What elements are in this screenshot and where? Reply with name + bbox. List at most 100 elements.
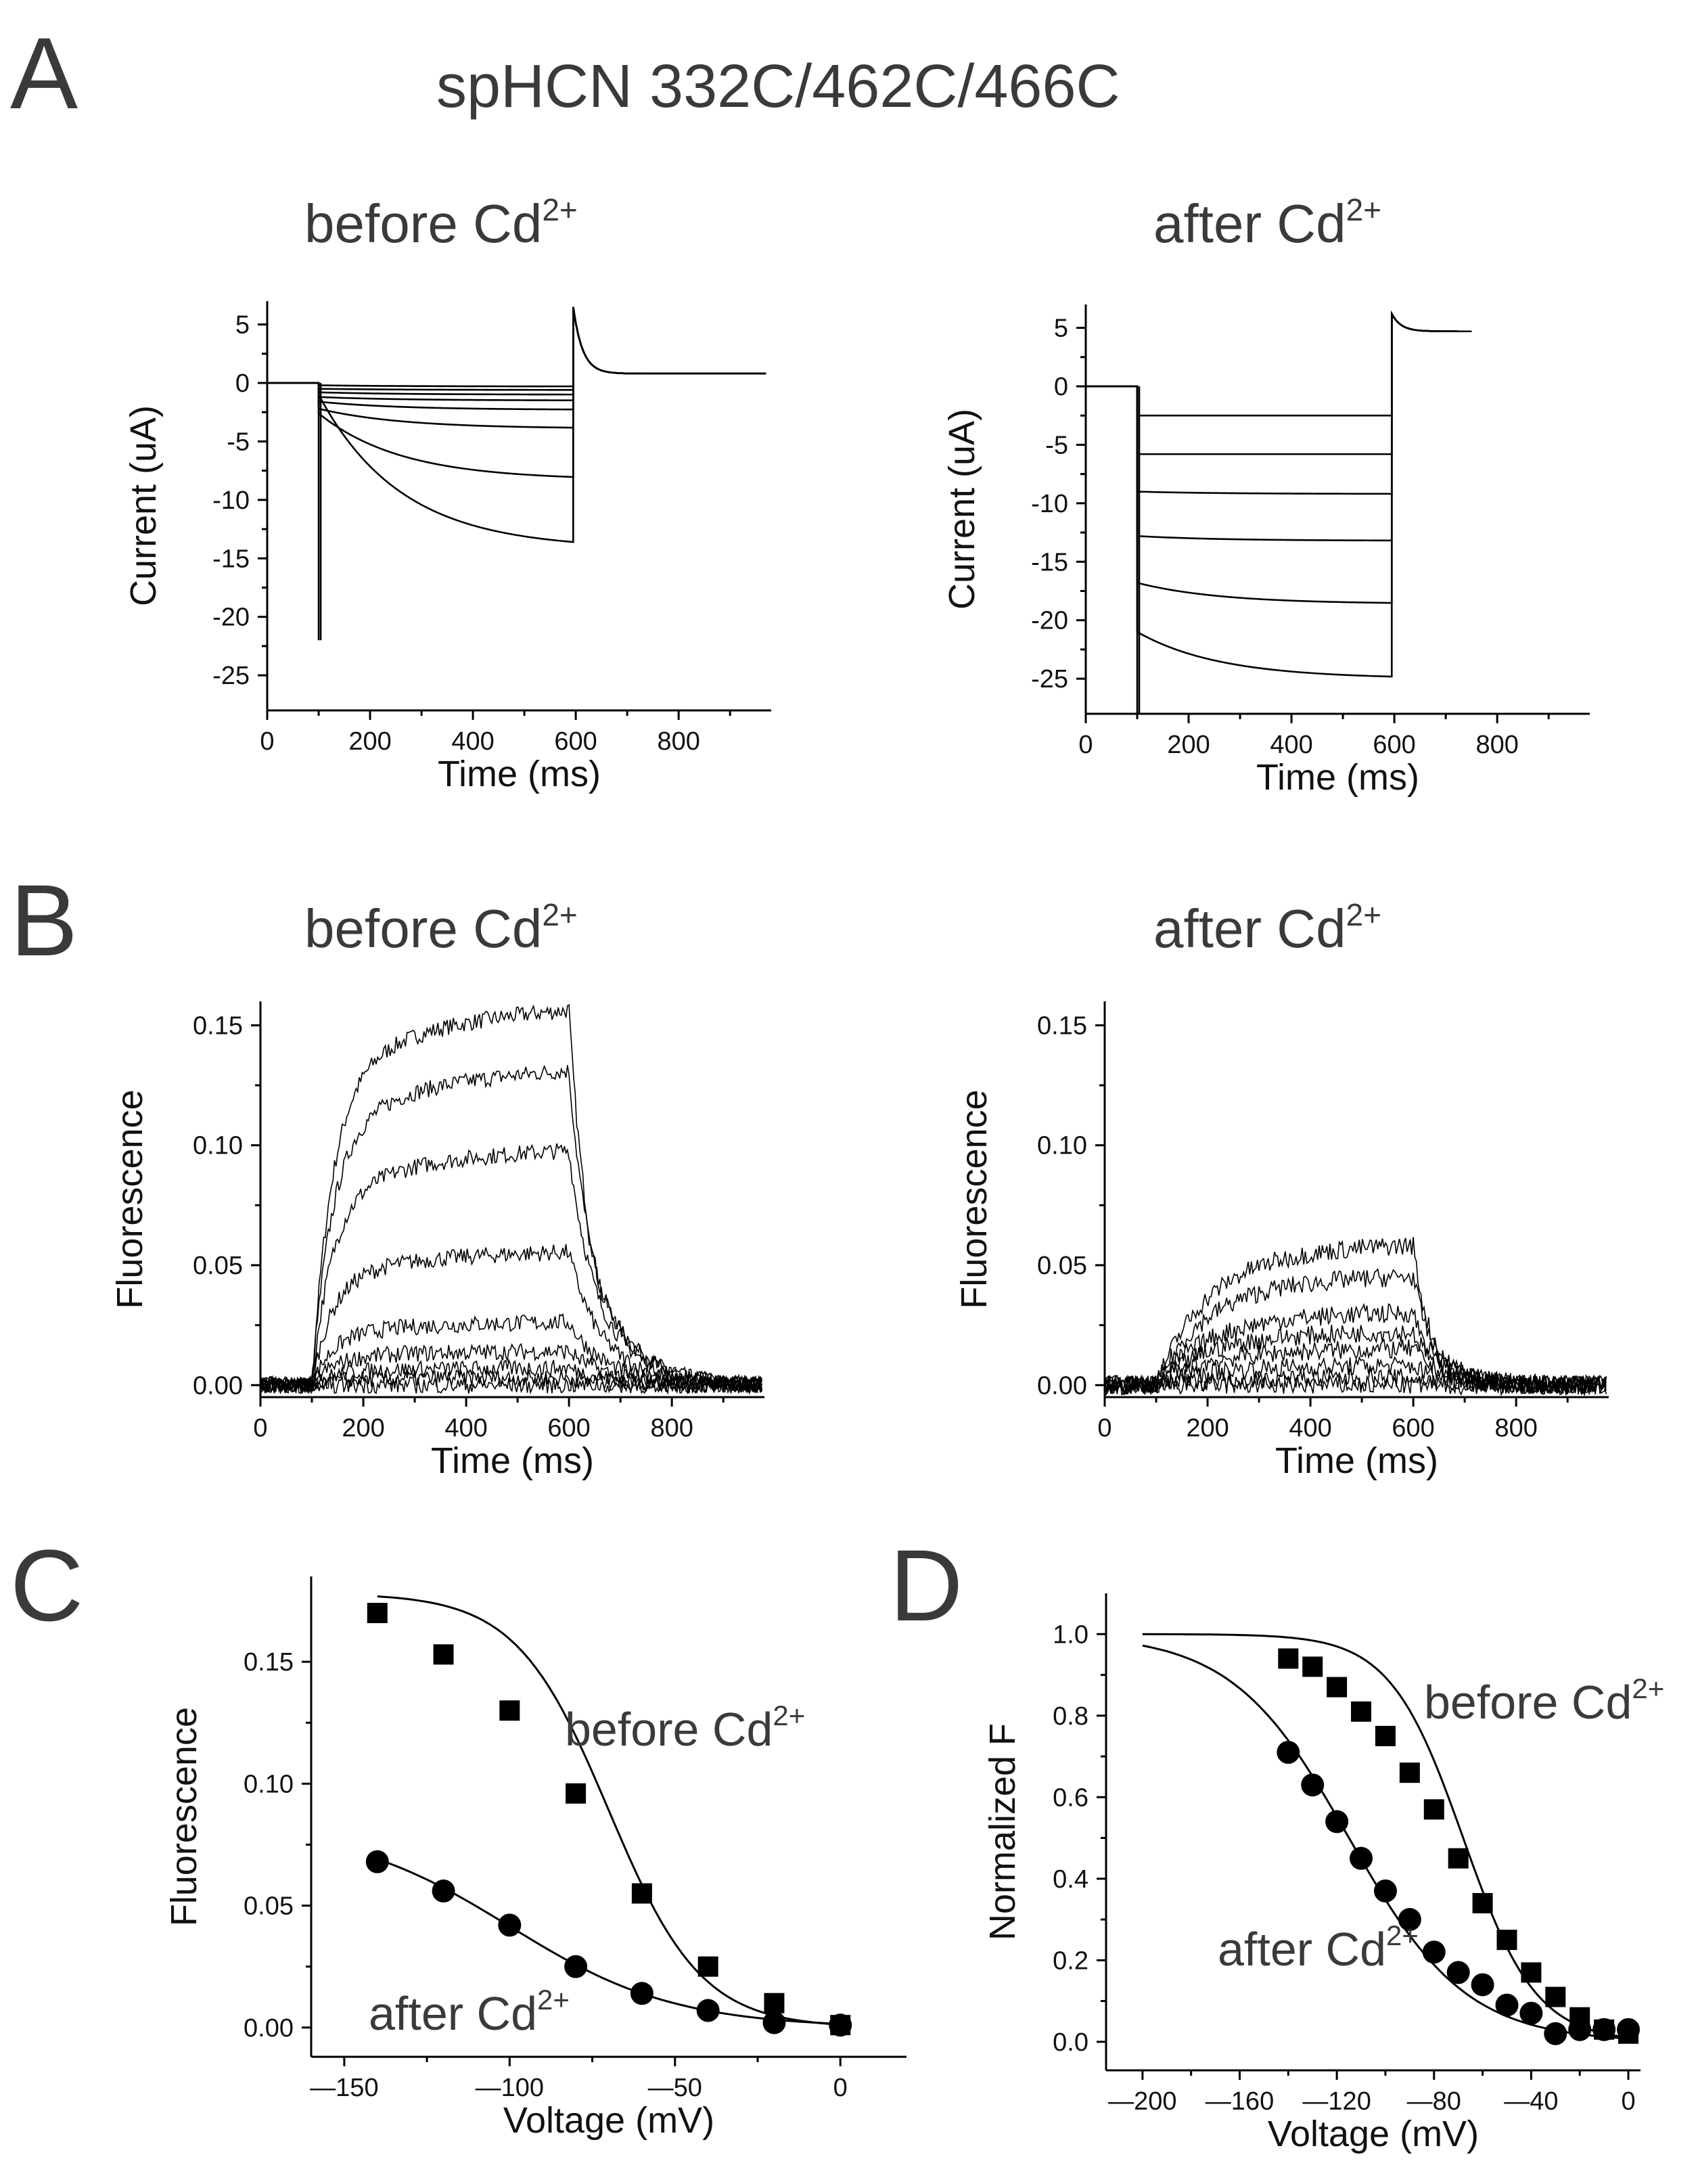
data-point-circle: [829, 2014, 852, 2037]
x-tick-label: —150: [310, 2074, 378, 2102]
chart-a-before-current: 0 200 400 600 800 5 0 -5 -10 -15 -20 -25 Time (ms) Cu…: [123, 301, 771, 794]
figure-title: spHCN 332C/462C/466C: [436, 53, 1120, 120]
data-point-circle: [1495, 1993, 1519, 2017]
y-tick-label: 0.15: [193, 1011, 243, 1040]
y-tick-label: 5: [235, 311, 250, 340]
data-point-square: [1278, 1648, 1299, 1669]
current-trace: [267, 306, 766, 391]
y-tick-label: -20: [1031, 607, 1068, 635]
data-point-circle: [564, 1955, 588, 1978]
data-point-square: [1423, 1799, 1444, 1820]
panel-b-after-title-text: after Cd: [1153, 898, 1346, 959]
data-point-square: [1302, 1656, 1323, 1677]
data-point-circle: [498, 1913, 522, 1937]
y-tick-label: -5: [1045, 431, 1068, 459]
data-point-circle: [1373, 1879, 1397, 1903]
y-axis-label: Current (uA): [942, 409, 982, 610]
data-point-square: [1521, 1962, 1542, 1983]
panel-d-before-annotation-text: before Cd: [1424, 1676, 1632, 1729]
panel-d-after-annotation: after Cd2+: [1218, 1919, 1419, 1976]
current-trace: [1086, 311, 1472, 604]
panel-d-after-annotation-text: after Cd: [1218, 1923, 1386, 1976]
chart-c-fluorescence-voltage: —150 —100 —50 0 0.00 0.05 0.10 0.15 Voltage (mV)…: [164, 1576, 907, 2141]
data-point-square: [1351, 1701, 1372, 1722]
fluorescence-trace: [260, 1375, 762, 1395]
chart-b-before-fluorescence: 0 200 400 600 800 0.00 0.05 0.10 0.15 Time (ms) Fl…: [110, 1001, 764, 1481]
y-tick-label: -10: [1031, 490, 1068, 518]
panel-letter-b: B: [10, 863, 78, 977]
panel-d-after-annotation-charge: 2+: [1386, 1919, 1419, 1951]
panel-c-before-annotation-text: before Cd: [565, 1703, 773, 1756]
x-axis-label: Time (ms): [1275, 1440, 1438, 1481]
y-tick-label: -15: [1031, 548, 1068, 576]
current-trace: [267, 306, 766, 543]
x-axis-label: Time (ms): [431, 1440, 594, 1481]
data-point-circle: [1592, 2018, 1616, 2041]
x-tick-label: 800: [1494, 1414, 1537, 1442]
x-tick-label: 200: [1167, 731, 1210, 759]
y-tick-label: 0.10: [244, 1770, 294, 1798]
y-tick-label: 0.15: [244, 1648, 294, 1677]
data-point-circle: [696, 1999, 720, 2022]
x-tick-label: 0: [1097, 1414, 1111, 1442]
y-tick-label: 0.05: [244, 1892, 294, 1921]
y-tick-label: 0.00: [1037, 1371, 1087, 1400]
x-tick-label: 400: [1270, 731, 1312, 759]
panel-a-before-title-text: before Cd: [304, 194, 542, 254]
fluorescence-trace: [260, 1003, 762, 1394]
panel-a-after-title-charge: 2+: [1346, 192, 1381, 227]
data-point-square: [1448, 1848, 1469, 1869]
y-axis-label: Fluorescence: [164, 1707, 204, 1926]
data-point-square: [433, 1644, 454, 1665]
data-point-circle: [630, 1982, 653, 2005]
data-point-circle: [762, 2011, 786, 2034]
panel-b-before-title-text: before Cd: [304, 898, 542, 959]
y-axis-label: Current (uA): [123, 405, 164, 606]
data-point-circle: [1325, 1810, 1349, 1834]
data-point-square: [764, 1993, 785, 2014]
panel-c-before-annotation: before Cd2+: [565, 1700, 805, 1756]
fluorescence-trace: [260, 1143, 762, 1394]
current-trace: [1086, 311, 1472, 495]
x-tick-label: 600: [1373, 731, 1415, 759]
panel-a-after-title: after Cd2+: [1153, 192, 1381, 254]
data-point-square: [499, 1700, 520, 1721]
x-tick-label: —50: [648, 2074, 702, 2102]
panel-d-before-annotation: before Cd2+: [1424, 1673, 1664, 1729]
data-point-square: [631, 1883, 652, 1904]
data-point-square: [1496, 1930, 1517, 1951]
x-tick-label: —120: [1302, 2087, 1371, 2116]
x-tick-label: 200: [1186, 1414, 1229, 1442]
y-tick-label: 0.00: [193, 1371, 243, 1400]
current-trace: [267, 306, 766, 388]
y-tick-label: -10: [212, 486, 250, 515]
x-tick-label: 600: [547, 1414, 590, 1442]
x-tick-label: 0: [1621, 2087, 1635, 2116]
panel-letter-d: D: [890, 1528, 963, 1642]
data-point-circle: [1301, 1773, 1325, 1797]
panel-a-after-title-text: after Cd: [1153, 194, 1346, 254]
y-tick-label: 5: [1054, 315, 1068, 343]
y-tick-label: 0.00: [244, 2014, 294, 2043]
y-tick-label: 0.05: [1037, 1252, 1087, 1280]
x-tick-label: —100: [476, 2074, 544, 2102]
data-point-square: [1472, 1892, 1493, 1913]
y-tick-label: 0: [1054, 373, 1068, 401]
fluorescence-trace: [1104, 1373, 1607, 1397]
x-axis-label: Voltage (mV): [503, 2100, 714, 2141]
chart-d-normalized-f-voltage: —200 —160 —120 —80 —40 0 0.0 0.2 0.4 0.6 0.8 1.0 Vol…: [982, 1593, 1640, 2154]
x-axis-label: Voltage (mV): [1268, 2114, 1479, 2154]
current-trace: [1086, 311, 1472, 455]
y-tick-label: 0.4: [1053, 1865, 1088, 1894]
data-point-circle: [1277, 1741, 1300, 1764]
panel-a-before-title-charge: 2+: [542, 192, 577, 227]
x-tick-label: —80: [1407, 2087, 1461, 2116]
panel-c-before-annotation-charge: 2+: [773, 1700, 805, 1731]
x-tick-label: 200: [342, 1414, 384, 1442]
data-point-circle: [1519, 2001, 1543, 2025]
y-axis-label: Fluorescence: [954, 1089, 994, 1309]
data-point-circle: [1350, 1846, 1373, 1870]
x-tick-label: 800: [1475, 731, 1518, 759]
y-tick-label: -25: [1031, 665, 1068, 693]
data-point-circle: [1471, 1973, 1494, 1997]
